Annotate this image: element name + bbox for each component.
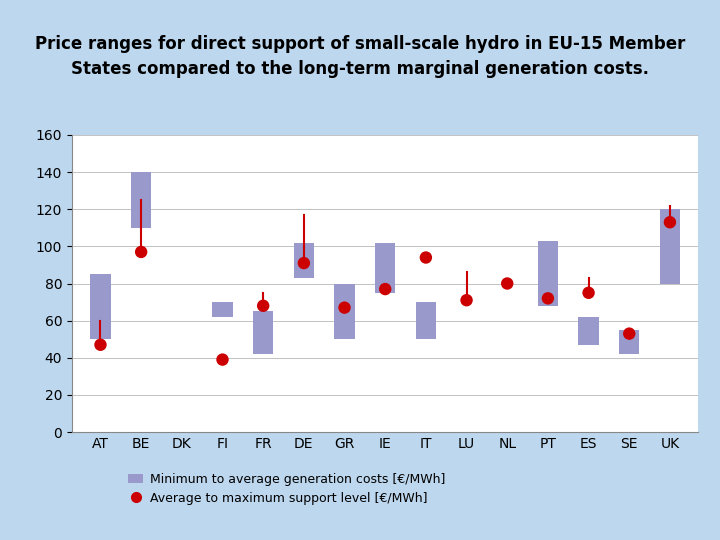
Bar [253, 312, 274, 354]
Point [217, 355, 228, 364]
Bar [578, 317, 599, 345]
Point [664, 218, 675, 227]
Bar [660, 209, 680, 284]
Point [624, 329, 635, 338]
Bar [90, 274, 111, 339]
Bar [131, 172, 151, 228]
Point [501, 279, 513, 288]
Bar [415, 302, 436, 339]
Bar [375, 242, 395, 293]
Legend: Minimum to average generation costs [€/MWh], Average to maximum support level [€: Minimum to average generation costs [€/M… [123, 468, 450, 510]
Point [379, 285, 391, 293]
Point [461, 296, 472, 305]
Bar [619, 330, 639, 354]
Bar [294, 242, 314, 278]
Bar [334, 284, 355, 339]
Point [95, 340, 107, 349]
Point [582, 288, 594, 297]
Point [258, 301, 269, 310]
Point [542, 294, 554, 302]
Point [135, 248, 147, 256]
Bar [212, 302, 233, 317]
Point [420, 253, 431, 262]
Text: Price ranges for direct support of small-scale hydro in EU-15 Member
States comp: Price ranges for direct support of small… [35, 35, 685, 78]
Bar [538, 241, 558, 306]
Point [339, 303, 351, 312]
Point [298, 259, 310, 267]
